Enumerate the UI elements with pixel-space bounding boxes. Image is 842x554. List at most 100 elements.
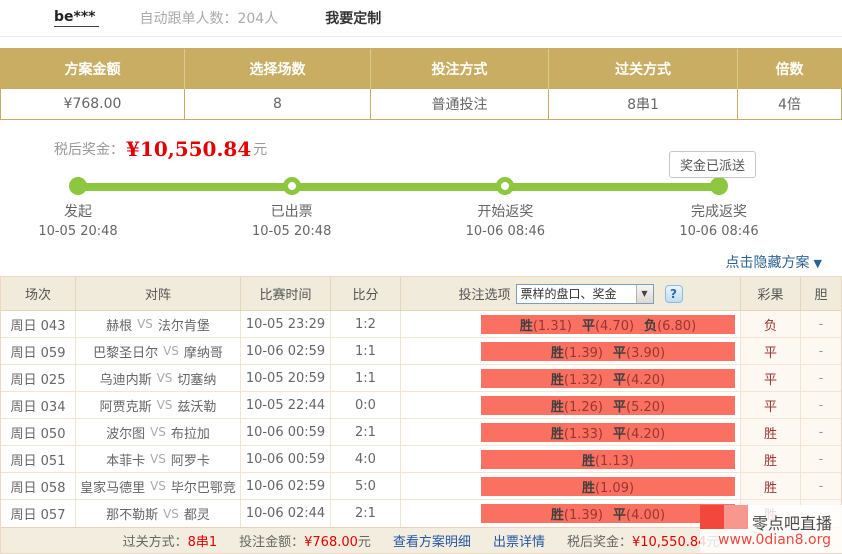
progress-timeline: 发起 10-05 20:48 已出票 10-05 20:48 开始返奖 10-0… xyxy=(38,176,759,239)
help-icon[interactable]: ? xyxy=(664,284,683,303)
timeline-step-label: 完成返奖 xyxy=(691,204,747,220)
match-time: 10-06 02:59 xyxy=(241,338,331,364)
bet-option: 胜(1.33) xyxy=(550,426,603,442)
username-link[interactable]: be*** xyxy=(54,9,100,27)
away-team: 法尔肯堡 xyxy=(157,318,210,334)
match-result: 平 xyxy=(741,338,801,364)
top-bar: be*** 自动跟单人数：204人 我要定制 xyxy=(0,0,842,37)
summary-value-pass-type: 8串1 xyxy=(549,89,738,119)
summary-header-multiple: 倍数 xyxy=(738,49,841,89)
dan-cell: - xyxy=(801,392,841,418)
vs-label: VS xyxy=(156,398,173,412)
match-time: 10-06 02:44 xyxy=(241,500,331,527)
odds-display-select[interactable]: 票样的盘口、奖金 ▼ xyxy=(515,283,654,304)
bet-option: 平(4.20) xyxy=(613,426,666,442)
timeline-node-icon xyxy=(496,177,515,195)
summary-header-matches: 选择场数 xyxy=(185,49,371,89)
summary-header-pass-type: 过关方式 xyxy=(549,49,738,89)
bet-option: 胜(1.31) xyxy=(519,318,572,334)
bet-option: 胜(1.13) xyxy=(581,453,635,469)
vs-label: VS xyxy=(163,344,179,358)
col-match: 对阵 xyxy=(76,277,241,310)
prize-sent-badge: 奖金已派送 xyxy=(668,151,756,178)
match-rows: 周日 043 赫根 VS 法尔肯堡 10-05 23:29 1:2 胜(1.31… xyxy=(1,311,841,527)
bet-option-strip: 胜(1.39) 平(4.00) xyxy=(481,504,735,523)
match-teams: 波尔图 VS 布拉加 xyxy=(76,419,241,445)
col-bet-options: 投注选项 票样的盘口、奖金 ▼ ? xyxy=(401,277,741,310)
dan-cell: - xyxy=(801,365,841,391)
bet-option: 胜(1.26) xyxy=(550,399,603,415)
match-teams: 赫根 VS 法尔肯堡 xyxy=(76,311,241,337)
view-scheme-details-link[interactable]: 查看方案明细 xyxy=(392,535,471,550)
match-result: 负 xyxy=(741,311,801,337)
match-result: 胜 xyxy=(741,446,801,472)
away-team: 布拉加 xyxy=(170,426,210,442)
match-table-header: 场次 对阵 比赛时间 比分 投注选项 票样的盘口、奖金 ▼ ? 彩果 胆 xyxy=(1,277,841,311)
bet-option: 胜(1.32) xyxy=(550,372,603,388)
match-time: 10-05 22:44 xyxy=(241,392,331,418)
footer-amount-label: 投注金额： xyxy=(239,535,305,550)
bet-option-strip: 胜(1.09) xyxy=(481,476,735,496)
timeline-node-icon xyxy=(282,177,301,195)
bet-option-cell: 胜(1.31) 平(4.70) 负(6.80) xyxy=(401,311,741,337)
match-row: 周日 034 阿贾克斯 VS 兹沃勒 10-05 22:44 0:0 胜(1.2… xyxy=(1,392,841,419)
away-team: 阿罗卡 xyxy=(170,453,210,469)
dan-cell: - xyxy=(801,338,841,364)
vs-label: VS xyxy=(137,317,153,331)
timeline-step-label: 发起 xyxy=(64,204,92,220)
summary-value-row: ¥768.00 8 普通投注 8串1 4倍 xyxy=(1,89,841,119)
bet-option: 负(6.80) xyxy=(644,318,697,334)
home-team: 赫根 xyxy=(106,318,133,334)
bet-option-strip: 胜(1.31) 平(4.70) 负(6.80) xyxy=(481,314,735,334)
match-session: 周日 043 xyxy=(1,311,76,337)
match-score: 1:2 xyxy=(331,311,401,337)
timeline-step: 开始返奖 10-06 08:46 xyxy=(440,176,570,239)
bet-option-cell: 胜(1.32) 平(4.20) xyxy=(401,365,741,391)
footer-pass-label: 过关方式： xyxy=(122,535,188,550)
match-session: 周日 034 xyxy=(1,392,76,418)
vs-label: VS xyxy=(150,452,166,466)
home-team: 波尔图 xyxy=(106,426,146,442)
timeline-step: 已出票 10-05 20:48 xyxy=(227,176,357,239)
match-row: 周日 051 本菲卡 VS 阿罗卡 10-06 00:59 4:0 胜(1.13… xyxy=(1,446,841,473)
match-teams: 本菲卡 VS 阿罗卡 xyxy=(76,446,241,472)
match-teams: 阿贾克斯 VS 兹沃勒 xyxy=(76,392,241,418)
bet-option-cell: 胜(1.39) 平(4.00) xyxy=(401,500,741,527)
bet-option-strip: 胜(1.33) 平(4.20) xyxy=(481,422,735,442)
bet-options-label: 投注选项 xyxy=(458,288,511,303)
match-time: 10-05 23:29 xyxy=(241,311,331,337)
watermark-logo-icon xyxy=(700,505,724,529)
summary-value-bet-type: 普通投注 xyxy=(371,89,549,119)
match-session: 周日 058 xyxy=(1,473,76,499)
timeline-node-icon xyxy=(710,177,728,195)
footer-pass-type: 过关方式：8串1 xyxy=(123,531,218,550)
bet-option-cell: 胜(1.26) 平(5.20) xyxy=(401,392,741,418)
prize-label: 税后奖金： xyxy=(54,142,124,158)
footer-amount-value: ¥768.00 xyxy=(304,535,358,550)
chevron-down-icon[interactable]: ▼ xyxy=(635,284,653,303)
hide-scheme-link[interactable]: 点击隐藏方案 ▼ xyxy=(726,255,822,271)
away-team: 切塞纳 xyxy=(177,372,217,388)
match-row: 周日 050 波尔图 VS 布拉加 10-06 00:59 2:1 胜(1.33… xyxy=(1,419,841,446)
dan-cell: - xyxy=(801,311,841,337)
watermark-logo-icon xyxy=(724,505,748,529)
home-team: 本菲卡 xyxy=(106,453,146,469)
bet-option-cell: 胜(1.09) xyxy=(401,473,741,499)
ticket-details-link[interactable]: 出票详情 xyxy=(492,535,545,550)
match-result: 胜 xyxy=(741,419,801,445)
bet-option-strip: 胜(1.26) 平(5.20) xyxy=(481,395,735,415)
bet-option: 胜(1.09) xyxy=(581,480,635,496)
match-score: 1:1 xyxy=(331,338,401,364)
customize-link[interactable]: 我要定制 xyxy=(325,11,382,27)
chevron-down-icon: ▼ xyxy=(813,257,822,270)
dan-cell: - xyxy=(801,473,841,499)
timeline-step: 发起 10-05 20:48 xyxy=(13,176,143,239)
match-teams: 乌迪内斯 VS 切塞纳 xyxy=(76,365,241,391)
vs-label: VS xyxy=(150,425,166,439)
match-session: 周日 059 xyxy=(1,338,76,364)
watermark-title: 零点吧直播 xyxy=(752,514,833,533)
away-team: 都灵 xyxy=(183,508,210,523)
timeline-step-time: 10-05 20:48 xyxy=(38,224,118,239)
footer-prize-value: ¥10,550.84 xyxy=(631,535,707,550)
bet-option: 平(3.90) xyxy=(613,345,666,361)
